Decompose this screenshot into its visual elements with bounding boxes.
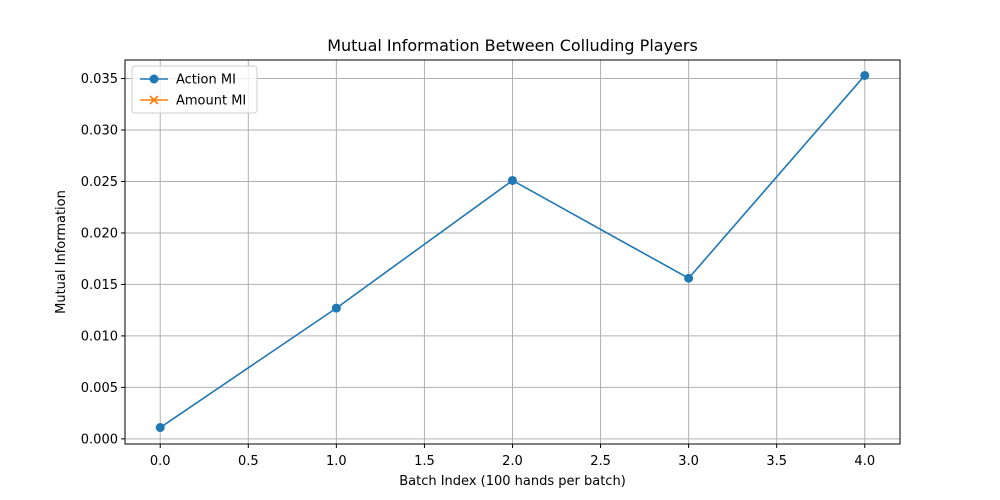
x-tick-label: 1.5 xyxy=(414,454,435,469)
x-tick-label: 1.0 xyxy=(326,454,347,469)
x-tick-label: 2.0 xyxy=(502,454,523,469)
x-tick-label: 3.0 xyxy=(678,454,699,469)
legend-entry: Amount MI xyxy=(140,94,246,109)
y-tick-label: 0.000 xyxy=(81,432,118,447)
y-axis-label: Mutual Information xyxy=(54,190,69,314)
data-point xyxy=(331,303,341,313)
x-tick-label: 0.0 xyxy=(150,454,171,469)
y-tick-label: 0.025 xyxy=(81,175,118,190)
legend-box xyxy=(131,65,258,114)
x-tick-label: 0.5 xyxy=(238,454,259,469)
y-tick-label: 0.010 xyxy=(81,329,118,344)
data-point xyxy=(860,70,870,80)
ticks: 0.0 0.5 1.0 1.5 2.0 2.5 3.0 3.5 4.0 0.000 0.005 0.0… xyxy=(81,72,875,469)
chart-title: Mutual Information Between Colluding Pla… xyxy=(327,36,698,55)
data-point xyxy=(155,423,165,433)
legend-label: Action MI xyxy=(176,73,236,88)
x-tick-label: 4.0 xyxy=(854,454,875,469)
series-layer xyxy=(155,70,870,433)
data-point xyxy=(684,273,694,283)
legend: Action MI Amount MI xyxy=(131,65,258,114)
legend-label: Amount MI xyxy=(176,94,246,109)
x-tick-label: 2.5 xyxy=(590,454,611,469)
y-tick-label: 0.035 xyxy=(81,72,118,87)
legend-entry: Action MI xyxy=(140,73,236,88)
x-axis-label: Batch Index (100 hands per batch) xyxy=(399,474,626,489)
y-tick-label: 0.020 xyxy=(81,226,118,241)
grid xyxy=(125,60,900,444)
legend-marker xyxy=(149,95,159,105)
y-tick-label: 0.030 xyxy=(81,124,118,139)
y-tick-label: 0.015 xyxy=(81,278,118,293)
x-tick-label: 3.5 xyxy=(766,454,787,469)
data-point xyxy=(508,175,517,185)
legend-marker xyxy=(149,74,159,84)
y-tick-label: 0.005 xyxy=(81,381,118,396)
